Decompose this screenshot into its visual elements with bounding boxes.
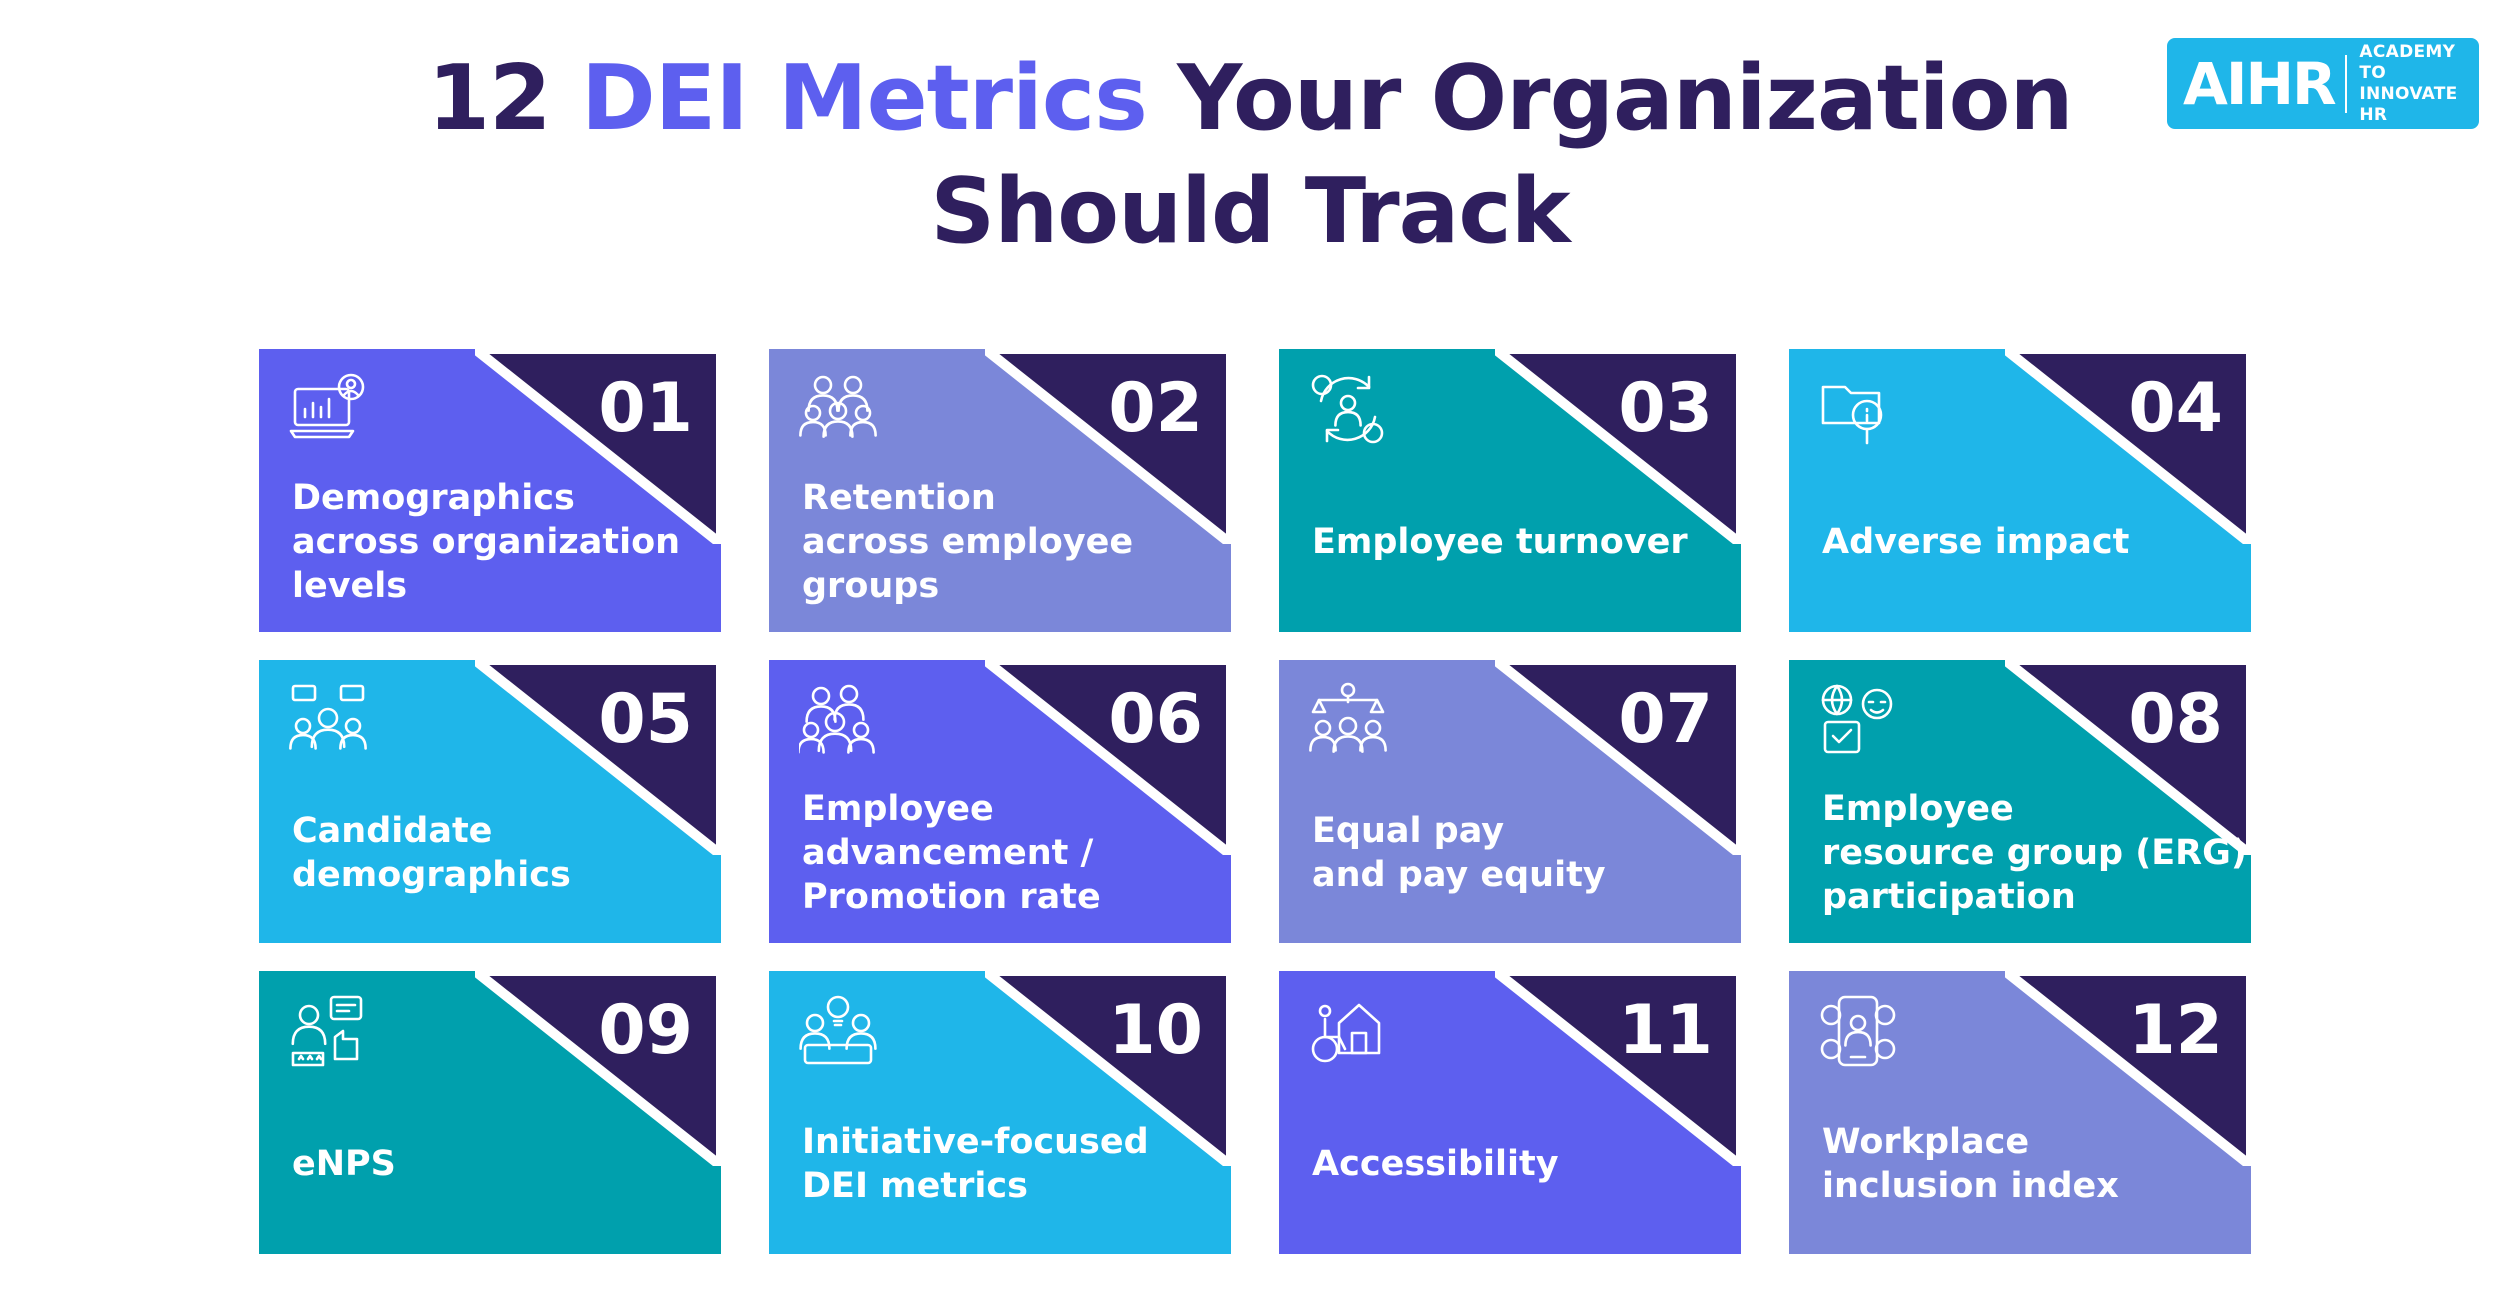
card-label-line: participation <box>1822 877 2076 917</box>
card-label-line: across organization <box>292 522 681 562</box>
card-label-line: levels <box>292 566 408 606</box>
card-label-line: advancement / <box>802 833 1094 873</box>
card-corner-triangle <box>475 971 721 1166</box>
card-label-line: Accessibility <box>1312 1144 1559 1184</box>
metric-card: 06 Employee advancement / Promotion rate <box>769 660 1231 943</box>
metric-card: 01 Demographics across organization levels <box>259 349 721 632</box>
metric-card: 09 eNPS <box>259 971 721 1254</box>
card-label: Workplace inclusion index <box>1822 1044 2212 1254</box>
card-label-line: Candidate <box>292 811 493 851</box>
card-label-line: DEI metrics <box>802 1166 1028 1206</box>
card-label-line: Demographics <box>292 478 575 518</box>
card-corner-triangle <box>1495 971 1741 1166</box>
card-corner-triangle <box>985 971 1231 1166</box>
card-label: Employee advancement / Promotion rate <box>802 733 1192 943</box>
card-label-line: groups <box>802 566 940 606</box>
title-suffix: Your Organization <box>1146 46 2073 151</box>
card-label-line: and pay equity <box>1312 855 1606 895</box>
card-number: 01 <box>598 369 693 448</box>
card-number: 05 <box>598 680 693 759</box>
folder-search-icon <box>1821 385 1883 445</box>
title-line-1: 12 DEI Metrics Your Organization <box>427 46 2073 151</box>
card-corner-triangle <box>475 349 721 544</box>
card-label-line: Workplace <box>1822 1122 2030 1162</box>
card-label-line: Employee <box>802 789 994 829</box>
balance-scale-people-icon <box>1309 682 1387 753</box>
card-number: 12 <box>2128 991 2223 1070</box>
card-label-line: Retention <box>802 478 996 518</box>
people-rotation-icon <box>1311 374 1384 444</box>
card-label-line: Equal pay <box>1312 811 1505 851</box>
card-number: 11 <box>1618 991 1713 1070</box>
card-label-line: inclusion index <box>1822 1166 2119 1206</box>
metric-card: 07 Equal pay and pay equity <box>1279 660 1741 943</box>
card-label-line: Initiative-focused <box>802 1122 1149 1162</box>
card-label: Retention across employee groups <box>802 422 1192 632</box>
card-corner-triangle <box>475 660 721 855</box>
card-corner-triangle <box>985 349 1231 544</box>
metric-card: 03 Employee turnover <box>1279 349 1741 632</box>
card-label-line: Employee turnover <box>1312 522 1688 562</box>
metric-card: 12 Workplace inclusion index <box>1789 971 2251 1254</box>
card-label: eNPS <box>292 1044 682 1254</box>
card-label: Candidate demographics <box>292 733 682 943</box>
employee-group-icon <box>799 375 877 438</box>
card-number: 08 <box>2128 680 2223 759</box>
card-label-line: Employee <box>1822 789 2014 829</box>
metric-card: 04 Adverse impact <box>1789 349 2251 632</box>
card-corner-triangle <box>985 660 1231 855</box>
idea-people-icon <box>799 995 877 1065</box>
team-promotion-icon <box>799 684 875 754</box>
card-label-line: resource group (ERG) <box>1822 833 2247 873</box>
metric-card: 08 Employee resource group (ERG) participat… <box>1789 660 2251 943</box>
title-line-2: Should Track <box>930 159 1570 264</box>
title-highlight: DEI Metrics <box>581 46 1148 151</box>
card-corner-triangle <box>1495 349 1741 544</box>
card-label-line: across employee <box>802 522 1134 562</box>
card-label-line: eNPS <box>292 1144 396 1184</box>
metric-card: 02 Retention across employee groups <box>769 349 1231 632</box>
wheelchair-building-icon <box>1311 1003 1381 1063</box>
logo-tagline-line-1: ACADEMY TO <box>2359 41 2456 83</box>
page-title: 12 DEI Metrics Your Organization Should … <box>0 42 2500 268</box>
card-number: 10 <box>1108 991 1203 1070</box>
card-corner-triangle <box>2005 349 2251 544</box>
globe-group-icon <box>1821 684 1893 754</box>
logo-tagline-line-2: INNOVATE HR <box>2359 83 2458 125</box>
rating-feedback-icon <box>291 995 363 1067</box>
card-label: Equal pay and pay equity <box>1312 733 1702 943</box>
card-corner-triangle <box>2005 971 2251 1166</box>
logo-divider <box>2344 54 2348 113</box>
metric-card: 11 Accessibility <box>1279 971 1741 1254</box>
card-corner-triangle <box>2005 660 2251 855</box>
card-number: 04 <box>2128 369 2223 448</box>
candidates-chat-icon <box>289 684 367 750</box>
metric-card: 10 Initiative-focused DEI metrics <box>769 971 1231 1254</box>
card-number: 07 <box>1618 680 1713 759</box>
phone-inclusion-icon <box>1820 995 1896 1067</box>
title-prefix: 12 <box>427 46 582 151</box>
laptop-chart-user-icon <box>289 373 365 439</box>
card-corner-triangle <box>1495 660 1741 855</box>
card-number: 06 <box>1108 680 1203 759</box>
card-label-line: demographics <box>292 855 571 895</box>
card-label: Accessibility <box>1312 1044 1702 1254</box>
card-label-line: Adverse impact <box>1822 522 2130 562</box>
card-number: 03 <box>1618 369 1713 448</box>
card-label: Adverse impact <box>1822 422 2212 632</box>
aihr-logo: AIHR ACADEMY TO INNOVATE HR <box>2167 38 2479 129</box>
card-number: 02 <box>1108 369 1203 448</box>
metric-card: 05 Candidate demographics <box>259 660 721 943</box>
card-label: Initiative-focused DEI metrics <box>802 1044 1192 1254</box>
card-label-line: Promotion rate <box>802 877 1101 917</box>
card-label: Employee turnover <box>1312 422 1702 632</box>
card-label: Demographics across organization levels <box>292 422 682 632</box>
logo-tagline: ACADEMY TO INNOVATE HR <box>2359 42 2479 126</box>
card-label: Employee resource group (ERG) participatio… <box>1822 733 2247 943</box>
card-number: 09 <box>598 991 693 1070</box>
logo-mark: AIHR <box>2183 49 2337 118</box>
